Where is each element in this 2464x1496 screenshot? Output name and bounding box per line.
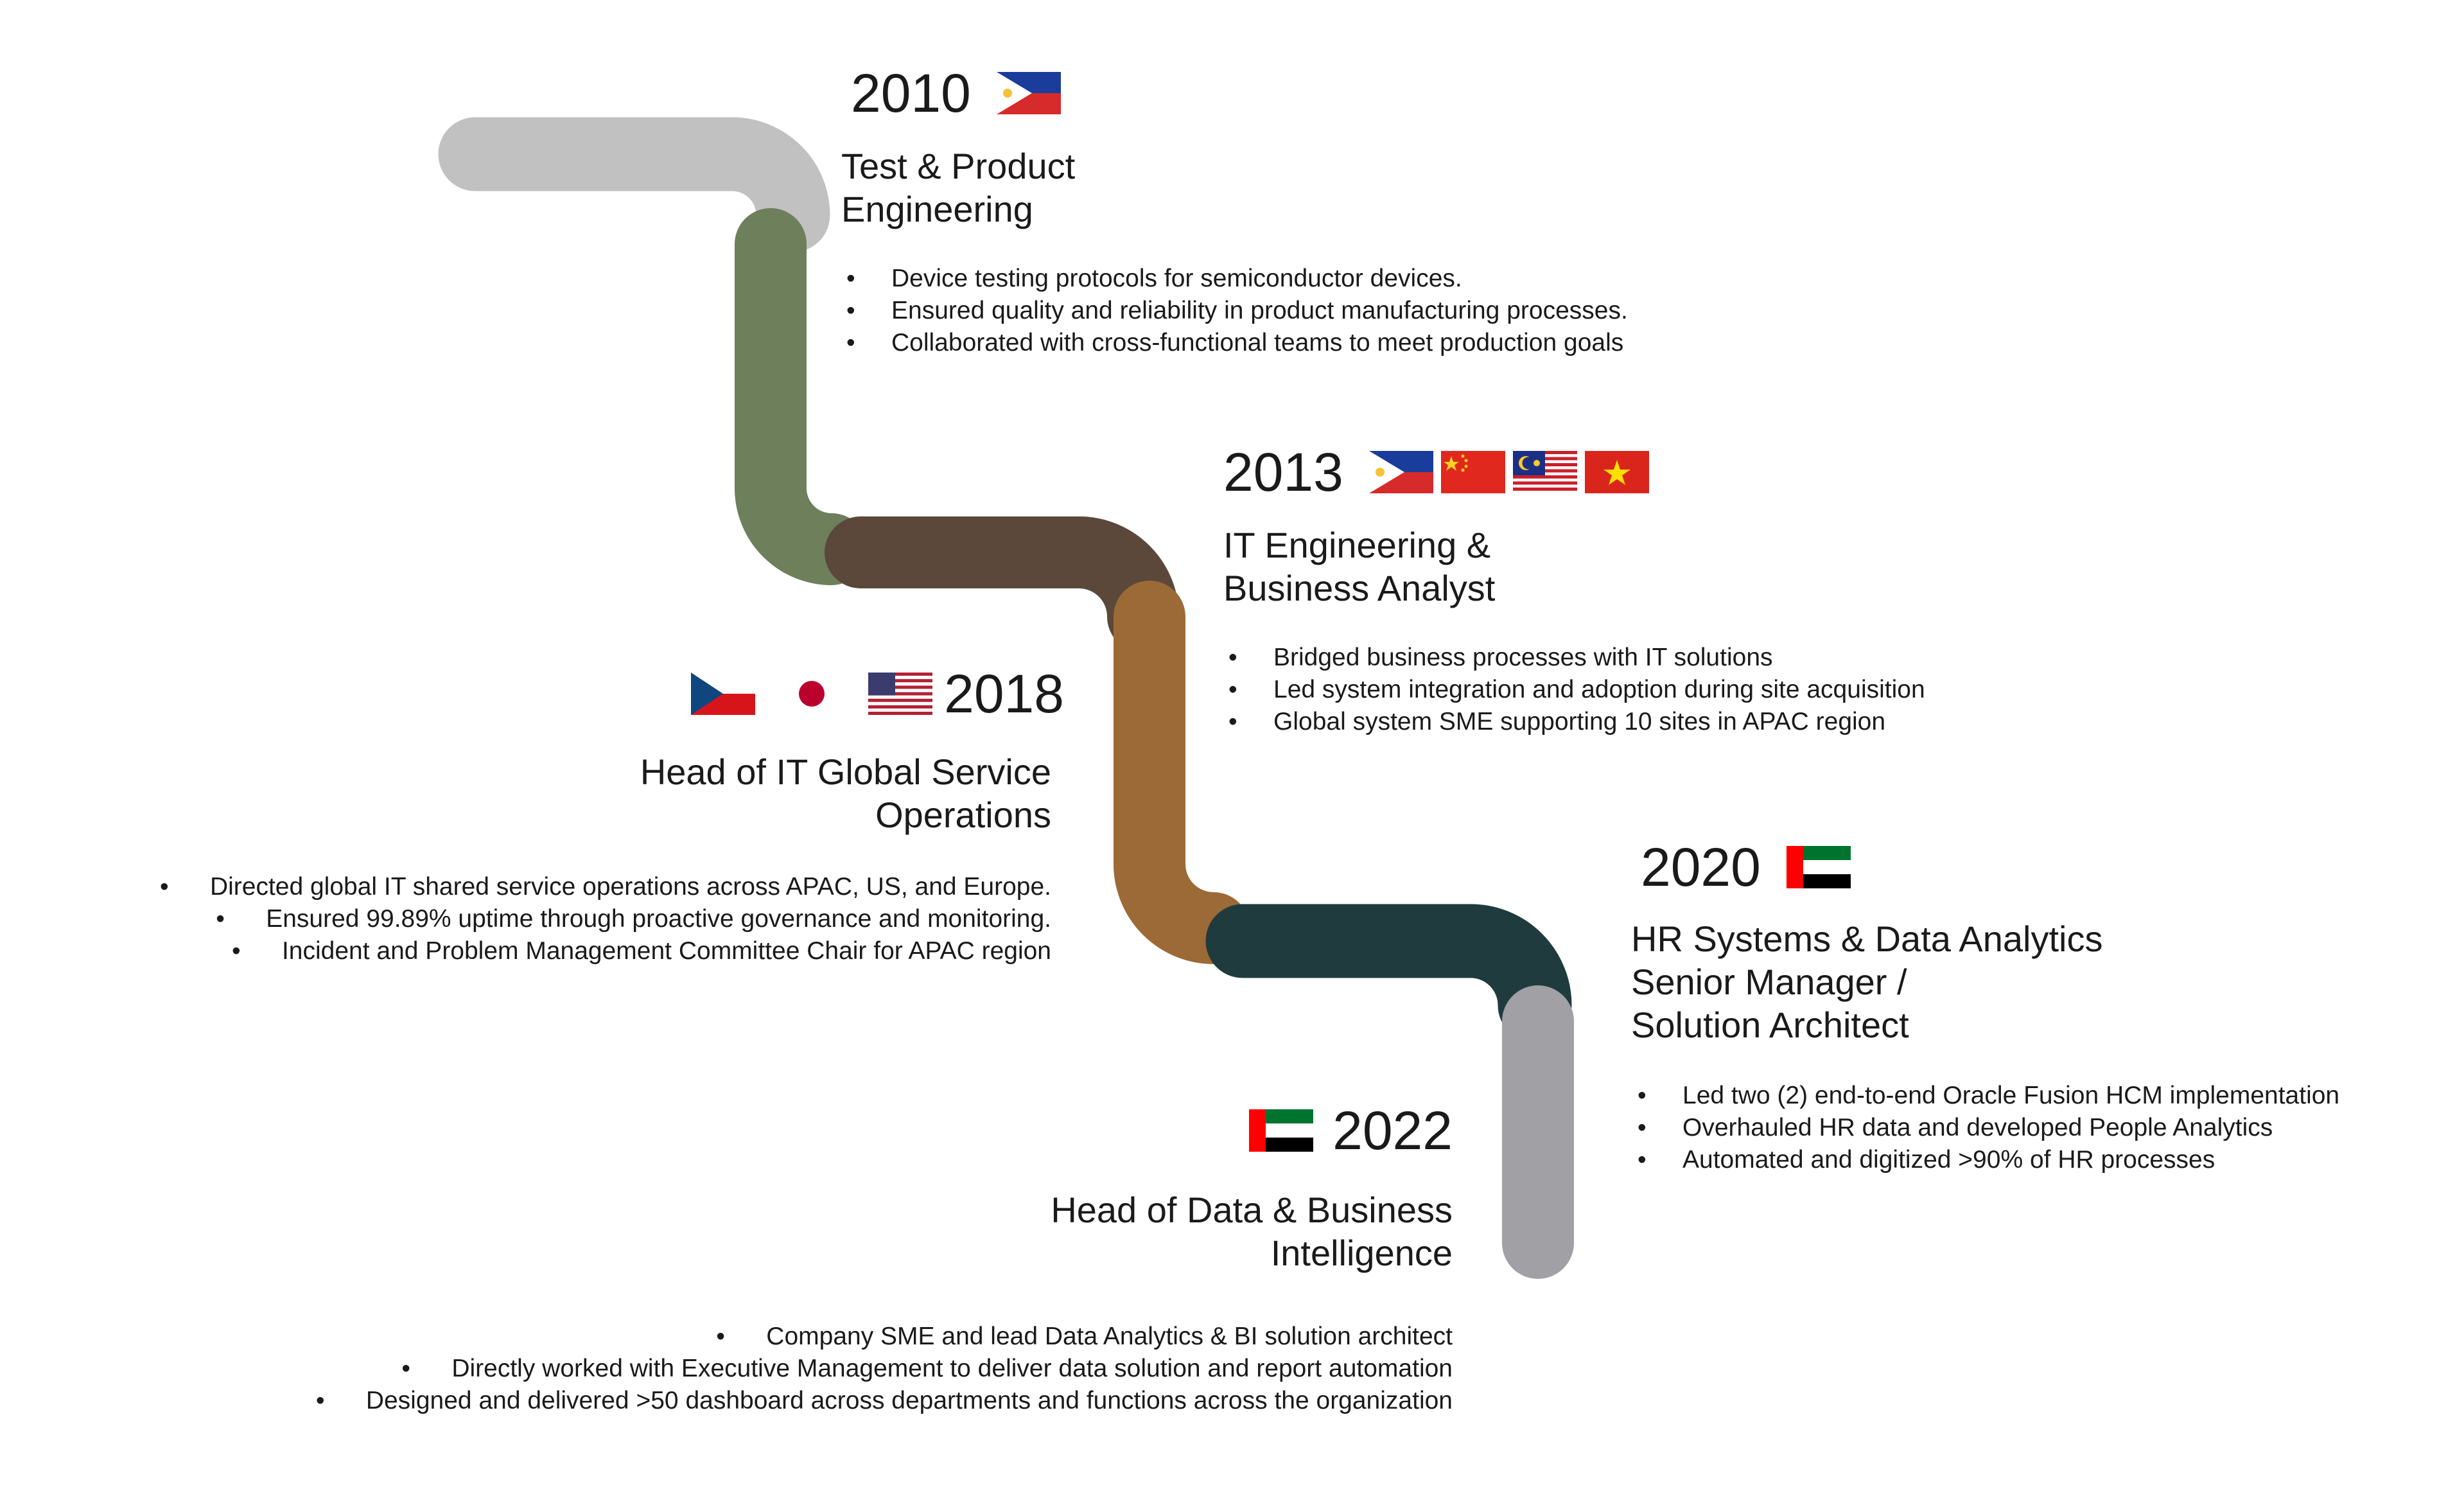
- milestone-bullets: Device testing protocols for semiconduct…: [841, 263, 1628, 359]
- bullet-item: Overhauled HR data and developed People …: [1638, 1112, 2339, 1144]
- uae-flag-icon: [1249, 1109, 1314, 1152]
- bullet-item: Ensured quality and reliability in produ…: [846, 295, 1628, 327]
- milestone-bullets: Bridged business processes with IT solut…: [1223, 642, 1925, 738]
- milestone-title: HR Systems & Data Analytics Senior Manag…: [1631, 917, 2339, 1046]
- title-line: Head of IT Global Service: [640, 752, 1051, 792]
- bullet-item: Collaborated with cross-functional teams…: [846, 327, 1628, 359]
- bullet-item: Directed global IT shared service operat…: [88, 871, 1051, 903]
- flag-row: [1249, 1109, 1314, 1152]
- milestone-header: 2022: [168, 1098, 1453, 1163]
- bullet-item: Device testing protocols for semiconduct…: [846, 263, 1628, 295]
- uae-flag-icon: [1786, 846, 1851, 888]
- milestone-year: 2020: [1641, 837, 1761, 897]
- milestone-year: 2010: [851, 63, 971, 123]
- milestone-title: IT Engineering & Business Analyst: [1223, 524, 1925, 610]
- bullet-item: Directly worked with Executive Managemen…: [168, 1353, 1453, 1385]
- milestone-bullets: Directed global IT shared service operat…: [88, 871, 1051, 967]
- milestone-title: Head of IT Global Service Operations: [88, 750, 1051, 836]
- title-line: Intelligence: [1270, 1233, 1453, 1273]
- title-line: Test & Product: [841, 146, 1076, 186]
- timeline-segment-2010: [735, 208, 868, 585]
- milestone-2013: 2013: [1223, 440, 1925, 738]
- title-line: Operations: [875, 795, 1051, 835]
- timeline-segment-2018: [1114, 581, 1250, 964]
- milestone-header: 2020: [1631, 835, 2339, 899]
- bullet-item: Incident and Problem Management Committe…: [88, 935, 1051, 967]
- milestone-2020: 2020 HR Systems & Data Analytics Senior …: [1631, 835, 2339, 1176]
- milestone-header: 2013: [1223, 440, 1925, 504]
- milestone-header: 2018: [88, 662, 1064, 726]
- title-line: Senior Manager /: [1631, 962, 1907, 1002]
- china-flag-icon: [1440, 451, 1505, 493]
- milestone-2018: 2018 Head of IT Global Service Operation…: [88, 662, 1064, 967]
- title-line: IT Engineering &: [1223, 525, 1491, 565]
- usa-flag-icon: [868, 673, 933, 715]
- title-line: Head of Data & Business: [1051, 1190, 1453, 1230]
- bullet-item: Ensured 99.89% uptime through proactive …: [88, 903, 1051, 935]
- philippines-flag-icon: [1368, 451, 1433, 493]
- flag-row: [1368, 451, 1649, 493]
- title-line: Engineering: [841, 189, 1033, 229]
- philippines-flag-icon: [996, 72, 1061, 114]
- japan-flag-icon: [780, 673, 844, 715]
- malaysia-flag-icon: [1512, 451, 1577, 493]
- czech-republic-flag-icon: [691, 673, 756, 715]
- milestone-2010: 2010 Test & Product Engineering Device t…: [841, 61, 1628, 359]
- bullet-item: Led two (2) end-to-end Oracle Fusion HCM…: [1638, 1080, 2339, 1112]
- bullet-item: Designed and delivered >50 dashboard acr…: [168, 1385, 1453, 1417]
- milestone-header: 2010: [841, 61, 1628, 125]
- flag-row: [996, 72, 1061, 114]
- title-line: Solution Architect: [1631, 1005, 1909, 1045]
- bullet-item: Automated and digitized >90% of HR proce…: [1638, 1144, 2339, 1176]
- milestone-bullets: Led two (2) end-to-end Oracle Fusion HCM…: [1631, 1080, 2339, 1176]
- bullet-item: Company SME and lead Data Analytics & BI…: [168, 1321, 1453, 1353]
- title-line: HR Systems & Data Analytics: [1631, 919, 2103, 959]
- vietnam-flag-icon: [1584, 451, 1649, 493]
- milestone-year: 2022: [1332, 1100, 1453, 1161]
- milestone-year: 2013: [1223, 442, 1343, 502]
- flag-row: [1786, 846, 1851, 888]
- bullet-item: Global system SME supporting 10 sites in…: [1228, 706, 1925, 738]
- milestone-title: Test & Product Engineering: [841, 145, 1628, 231]
- milestone-year: 2018: [944, 664, 1064, 724]
- bullet-item: Led system integration and adoption duri…: [1228, 674, 1925, 706]
- milestone-bullets: Company SME and lead Data Analytics & BI…: [168, 1321, 1453, 1417]
- timeline-segment-start: [438, 117, 830, 252]
- title-line: Business Analyst: [1223, 568, 1496, 608]
- flag-row: [691, 673, 933, 715]
- milestone-2022: 2022 Head of Data & Business Intelligenc…: [168, 1098, 1453, 1417]
- timeline-segment-2013: [825, 516, 1179, 653]
- timeline-segment-2020: [1205, 904, 1572, 1043]
- bullet-item: Bridged business processes with IT solut…: [1228, 642, 1925, 674]
- milestone-title: Head of Data & Business Intelligence: [168, 1188, 1453, 1274]
